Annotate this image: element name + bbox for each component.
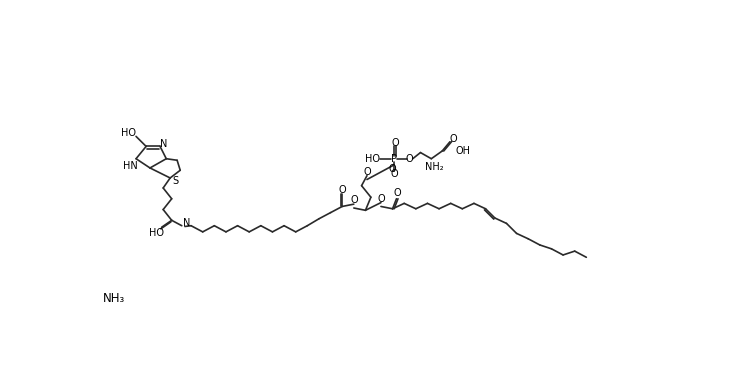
Text: O: O <box>449 134 457 144</box>
Text: N: N <box>183 219 190 228</box>
Text: HO: HO <box>148 228 164 238</box>
Text: S: S <box>173 176 179 186</box>
Text: NH₃: NH₃ <box>102 292 125 305</box>
Text: HO: HO <box>121 128 136 138</box>
Text: HO: HO <box>365 154 380 164</box>
Text: O: O <box>393 188 401 198</box>
Text: OH: OH <box>456 146 470 156</box>
Text: NH₂: NH₂ <box>425 162 444 172</box>
Text: O: O <box>363 167 371 177</box>
Text: N: N <box>160 139 168 149</box>
Text: O: O <box>406 154 413 164</box>
Text: O: O <box>338 185 346 195</box>
Text: O: O <box>389 164 396 174</box>
Text: HN: HN <box>123 161 138 171</box>
Text: O: O <box>390 169 398 179</box>
Text: P: P <box>391 154 397 164</box>
Text: O: O <box>350 195 358 205</box>
Text: O: O <box>391 138 398 148</box>
Text: O: O <box>377 194 384 204</box>
